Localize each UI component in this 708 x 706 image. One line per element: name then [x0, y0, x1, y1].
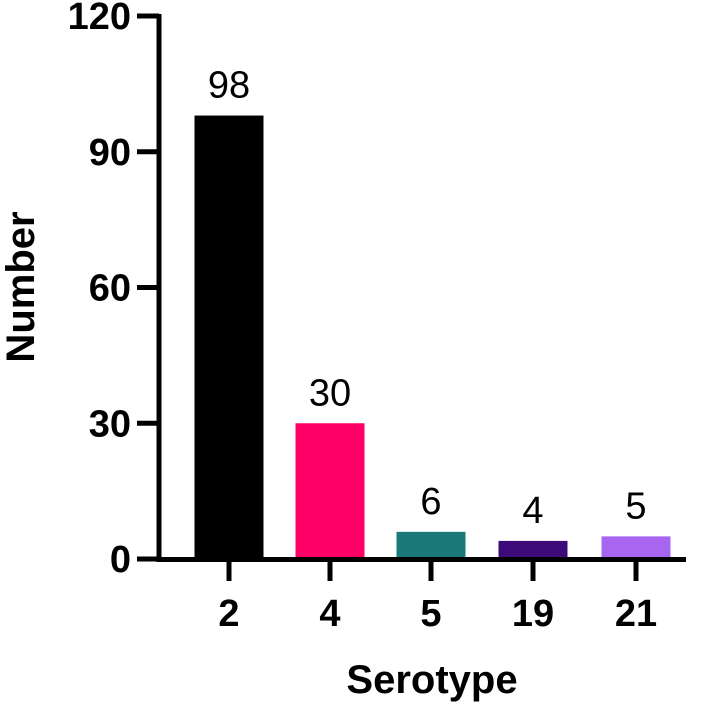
y-tick-label-120: 120: [68, 0, 131, 38]
y-tick-label-30: 30: [89, 403, 131, 445]
data-label-2: 98: [208, 65, 250, 107]
y-tick-label-90: 90: [89, 132, 131, 174]
y-tick-label-60: 60: [89, 268, 131, 310]
bar-21: [601, 536, 671, 559]
bar-5: [396, 531, 466, 559]
y-axis-title: Number: [0, 211, 43, 362]
x-axis-title: Serotype: [346, 658, 517, 702]
bars-group: [194, 115, 671, 560]
data-labels-group: 98 30 6 4 5: [208, 65, 647, 532]
x-tick-label-19: 19: [512, 593, 554, 635]
y-tick-label-0: 0: [110, 539, 131, 581]
x-tick-label-2: 2: [218, 593, 239, 635]
data-label-4: 30: [309, 372, 351, 414]
bar-19: [498, 540, 568, 559]
data-label-19: 4: [522, 490, 543, 532]
x-tick-label-5: 5: [420, 593, 441, 635]
bar-4: [295, 423, 365, 559]
x-ticks-group: 2 4 5 19 21: [218, 559, 657, 635]
data-label-5: 6: [420, 481, 441, 523]
bar-2: [194, 115, 264, 560]
x-tick-label-4: 4: [319, 593, 340, 635]
data-label-21: 5: [625, 485, 646, 527]
y-ticks-group: 0 30 60 90 120: [68, 0, 159, 581]
x-tick-label-21: 21: [615, 593, 657, 635]
